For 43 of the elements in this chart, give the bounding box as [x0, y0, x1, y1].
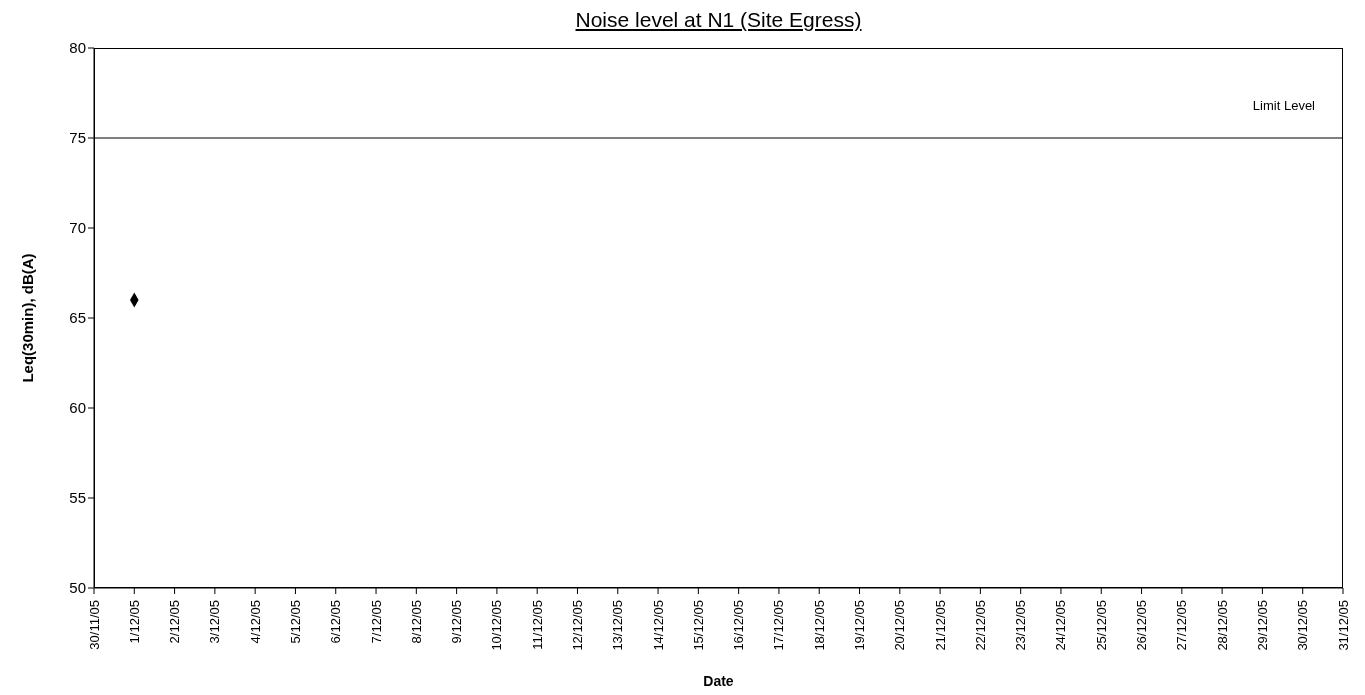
x-tick-label: 3/12/05 [207, 600, 223, 644]
x-tick-label: 24/12/05 [1053, 600, 1069, 651]
x-tick-label: 12/12/05 [569, 600, 585, 651]
x-tick-label: 23/12/05 [1013, 600, 1029, 651]
x-tick-label: 16/12/05 [731, 600, 747, 651]
x-tick-label: 13/12/05 [610, 600, 626, 651]
x-tick-label: 7/12/05 [368, 600, 384, 644]
y-tick-label: 50 [69, 579, 86, 597]
x-tick-label: 27/12/05 [1174, 600, 1190, 651]
x-tick-label: 29/12/05 [1254, 600, 1270, 651]
x-tick-label: 28/12/05 [1214, 600, 1230, 651]
x-tick-label: 15/12/05 [690, 600, 706, 651]
x-tick-label: 2/12/05 [167, 600, 183, 644]
y-tick-label: 75 [69, 129, 86, 147]
x-tick-label: 19/12/05 [852, 600, 868, 651]
x-tick-label: 30/12/05 [1295, 600, 1311, 651]
y-tick-label: 80 [69, 39, 86, 57]
x-tick-label: 21/12/05 [932, 600, 948, 651]
x-tick-label: 4/12/05 [247, 600, 263, 644]
x-tick-label: 11/12/05 [529, 600, 545, 650]
y-axis-title: Leq(30min), dB(A) [19, 253, 37, 383]
x-tick-label: 1/12/05 [126, 600, 142, 644]
x-tick-label: 25/12/05 [1093, 600, 1109, 651]
x-tick-label: 26/12/05 [1134, 600, 1150, 651]
x-axis-title: Date [703, 673, 734, 689]
x-tick-label: 6/12/05 [328, 600, 344, 644]
chart-title: Noise level at N1 (Site Egress) [574, 8, 863, 32]
y-tick-label: 70 [69, 219, 86, 237]
x-tick-label: 22/12/05 [972, 600, 988, 651]
y-tick-label: 55 [69, 489, 86, 507]
x-tick-label: 8/12/05 [408, 600, 424, 644]
x-tick-label: 5/12/05 [287, 600, 303, 644]
x-tick-label: 9/12/05 [449, 600, 465, 644]
x-tick-label: 14/12/05 [650, 600, 666, 651]
x-tick-label: 10/12/05 [489, 600, 505, 651]
x-tick-label: 20/12/05 [892, 600, 908, 651]
y-tick-label: 65 [69, 309, 86, 327]
x-tick-label: 31/12/05 [1335, 600, 1351, 651]
y-tick-label: 60 [69, 399, 86, 417]
x-tick-label: 30/11/05 [86, 600, 102, 650]
ref-line-label: Limit Level [1252, 98, 1316, 113]
x-tick-label: 17/12/05 [771, 600, 787, 651]
x-tick-label: 18/12/05 [811, 600, 827, 651]
